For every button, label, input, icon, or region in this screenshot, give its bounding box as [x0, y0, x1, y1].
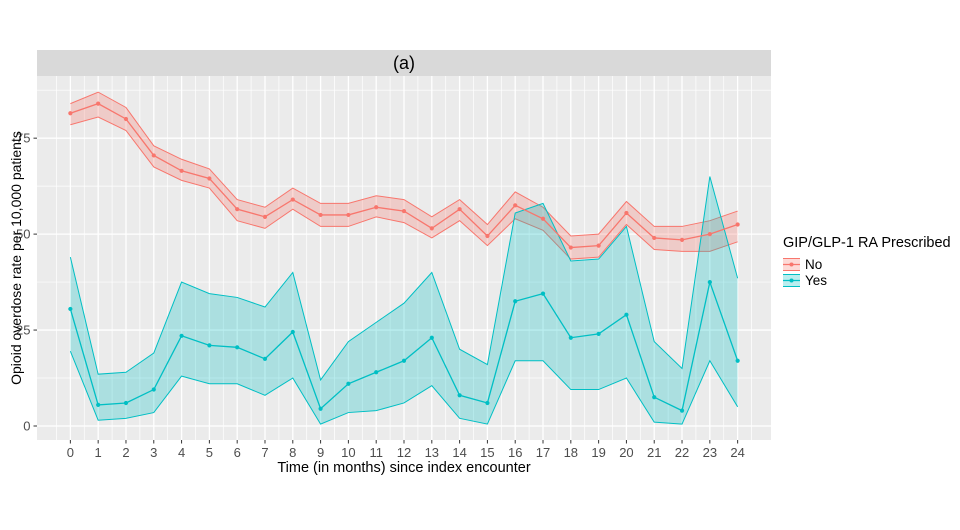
- svg-text:9: 9: [317, 445, 324, 460]
- svg-text:8: 8: [289, 445, 296, 460]
- ribbon-no: [70, 92, 738, 260]
- x-axis-title: Time (in months) since index encounter: [277, 460, 531, 476]
- svg-text:6: 6: [234, 445, 241, 460]
- svg-text:75: 75: [16, 131, 30, 146]
- svg-text:4: 4: [178, 445, 185, 460]
- gridlines-major: [37, 76, 771, 440]
- legend-item-yes: Yes: [783, 272, 951, 288]
- facet-strip: (a): [37, 50, 771, 76]
- svg-text:19: 19: [591, 445, 605, 460]
- gridlines-minor: [37, 76, 771, 440]
- legend-label-yes: Yes: [805, 272, 828, 288]
- x-tick-labels: 0 1 2 3 4 5 6 7 8 9 10 11 12 13 14 15 16 17 18 19 20 21 22 23 24: [67, 445, 745, 460]
- svg-text:21: 21: [647, 445, 661, 460]
- points-yes: [68, 279, 740, 413]
- ribbon-lower-edge-yes: [69, 350, 739, 425]
- points-no: [68, 101, 740, 250]
- svg-text:50: 50: [16, 227, 30, 242]
- svg-text:24: 24: [730, 445, 744, 460]
- svg-text:2: 2: [122, 445, 129, 460]
- svg-text:11: 11: [369, 445, 383, 460]
- y-tick-labels: 0 25 50 75: [16, 131, 30, 434]
- ribbon-upper-edge-yes: [69, 176, 739, 382]
- legend-key-no-icon: [783, 257, 800, 272]
- svg-text:17: 17: [536, 445, 550, 460]
- svg-text:1: 1: [95, 445, 102, 460]
- ribbon-lower-edge-no: [70, 116, 738, 260]
- svg-text:15: 15: [480, 445, 494, 460]
- svg-text:7: 7: [261, 445, 268, 460]
- svg-text:3: 3: [150, 445, 157, 460]
- axis-ticks: [33, 137, 739, 444]
- legend-label-no: No: [805, 256, 823, 272]
- svg-text:20: 20: [619, 445, 633, 460]
- svg-text:5: 5: [206, 445, 213, 460]
- svg-text:0: 0: [23, 418, 30, 433]
- ribbon-upper-edge-no: [70, 91, 738, 237]
- svg-text:22: 22: [675, 445, 689, 460]
- facet-title: (a): [393, 52, 415, 73]
- legend-title: GIP/GLP-1 RA Prescribed: [783, 235, 951, 251]
- svg-text:23: 23: [703, 445, 717, 460]
- legend-key-yes-icon: [783, 273, 800, 288]
- ribbon-yes: [70, 176, 738, 425]
- y-axis-title: Opioid overdose rate per 10,000 patients: [8, 131, 24, 385]
- svg-text:0: 0: [67, 445, 74, 460]
- svg-text:16: 16: [508, 445, 522, 460]
- legend-item-no: No: [783, 256, 951, 272]
- svg-text:18: 18: [564, 445, 578, 460]
- svg-text:25: 25: [16, 323, 30, 338]
- legend: GIP/GLP-1 RA Prescribed No Yes: [783, 235, 951, 288]
- svg-text:10: 10: [341, 445, 355, 460]
- svg-text:14: 14: [452, 445, 466, 460]
- svg-text:12: 12: [397, 445, 411, 460]
- svg-text:13: 13: [425, 445, 439, 460]
